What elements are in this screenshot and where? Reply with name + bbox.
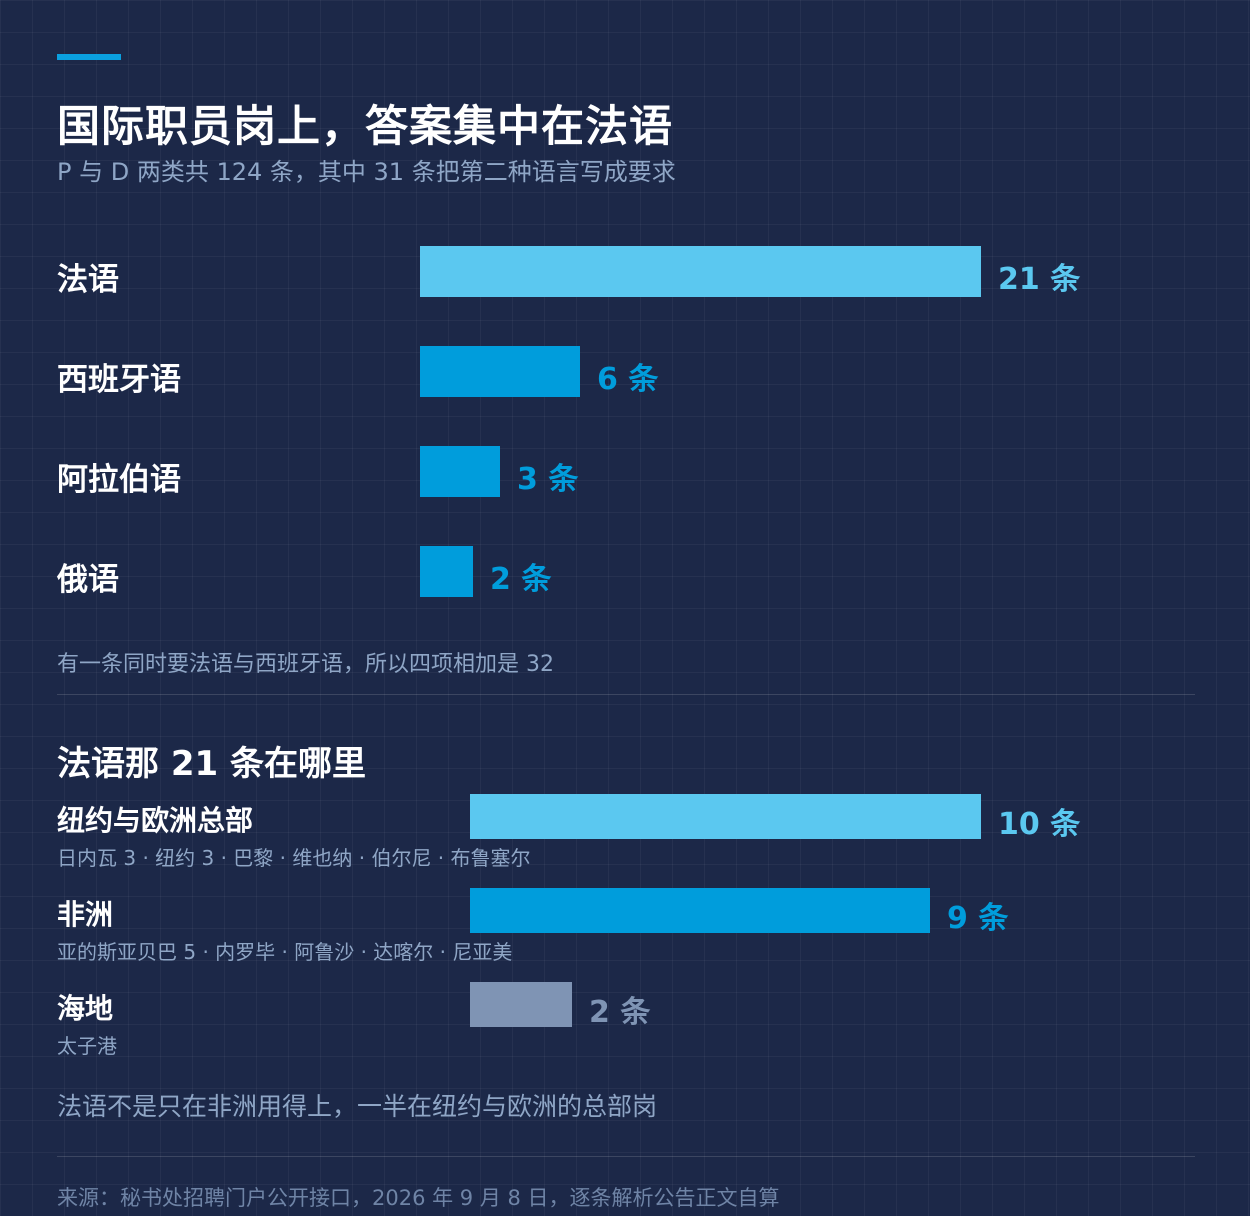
category-label: 阿拉伯语 [57, 462, 181, 498]
chart-title: 国际职员岗上，答案集中在法语 [57, 102, 673, 152]
category-label: 西班牙语 [57, 362, 181, 398]
language-note: 有一条同时要法语与西班牙语，所以四项相加是 32 [57, 652, 554, 677]
bar [420, 446, 500, 497]
accent-line [57, 54, 121, 60]
bar [470, 794, 981, 839]
value-label: 3 条 [517, 462, 579, 497]
value-label: 10 条 [998, 807, 1081, 842]
bar [420, 346, 580, 397]
value-label: 2 条 [589, 995, 651, 1030]
bar [420, 246, 981, 297]
bar [470, 888, 930, 933]
region-cities: 亚的斯亚贝巴 5 · 内罗毕 · 阿鲁沙 · 达喀尔 · 尼亚美 [57, 940, 513, 964]
category-label: 俄语 [57, 562, 119, 598]
region-note: 法语不是只在非洲用得上，一半在纽约与欧洲的总部岗 [57, 1092, 658, 1121]
bar [420, 546, 473, 597]
region-label: 纽约与欧洲总部 [57, 804, 254, 837]
section-divider [57, 694, 1195, 695]
footer-divider [57, 1156, 1195, 1157]
value-label: 21 条 [998, 262, 1081, 297]
value-label: 2 条 [490, 562, 552, 597]
value-label: 6 条 [597, 362, 659, 397]
category-label: 法语 [57, 262, 119, 298]
bar [470, 982, 572, 1027]
region-label: 海地 [57, 992, 114, 1025]
region-cities: 日内瓦 3 · 纽约 3 · 巴黎 · 维也纳 · 伯尔尼 · 布鲁塞尔 [57, 846, 531, 870]
region-cities: 太子港 [57, 1034, 117, 1058]
value-label: 9 条 [947, 901, 1009, 936]
region-section-title: 法语那 21 条在哪里 [57, 744, 366, 784]
source-note: 来源：秘书处招聘门户公开接口，2026 年 9 月 8 日，逐条解析公告正文自算 [57, 1186, 780, 1210]
chart-subtitle: P 与 D 两类共 124 条，其中 31 条把第二种语言写成要求 [57, 158, 676, 186]
region-label: 非洲 [57, 898, 114, 931]
